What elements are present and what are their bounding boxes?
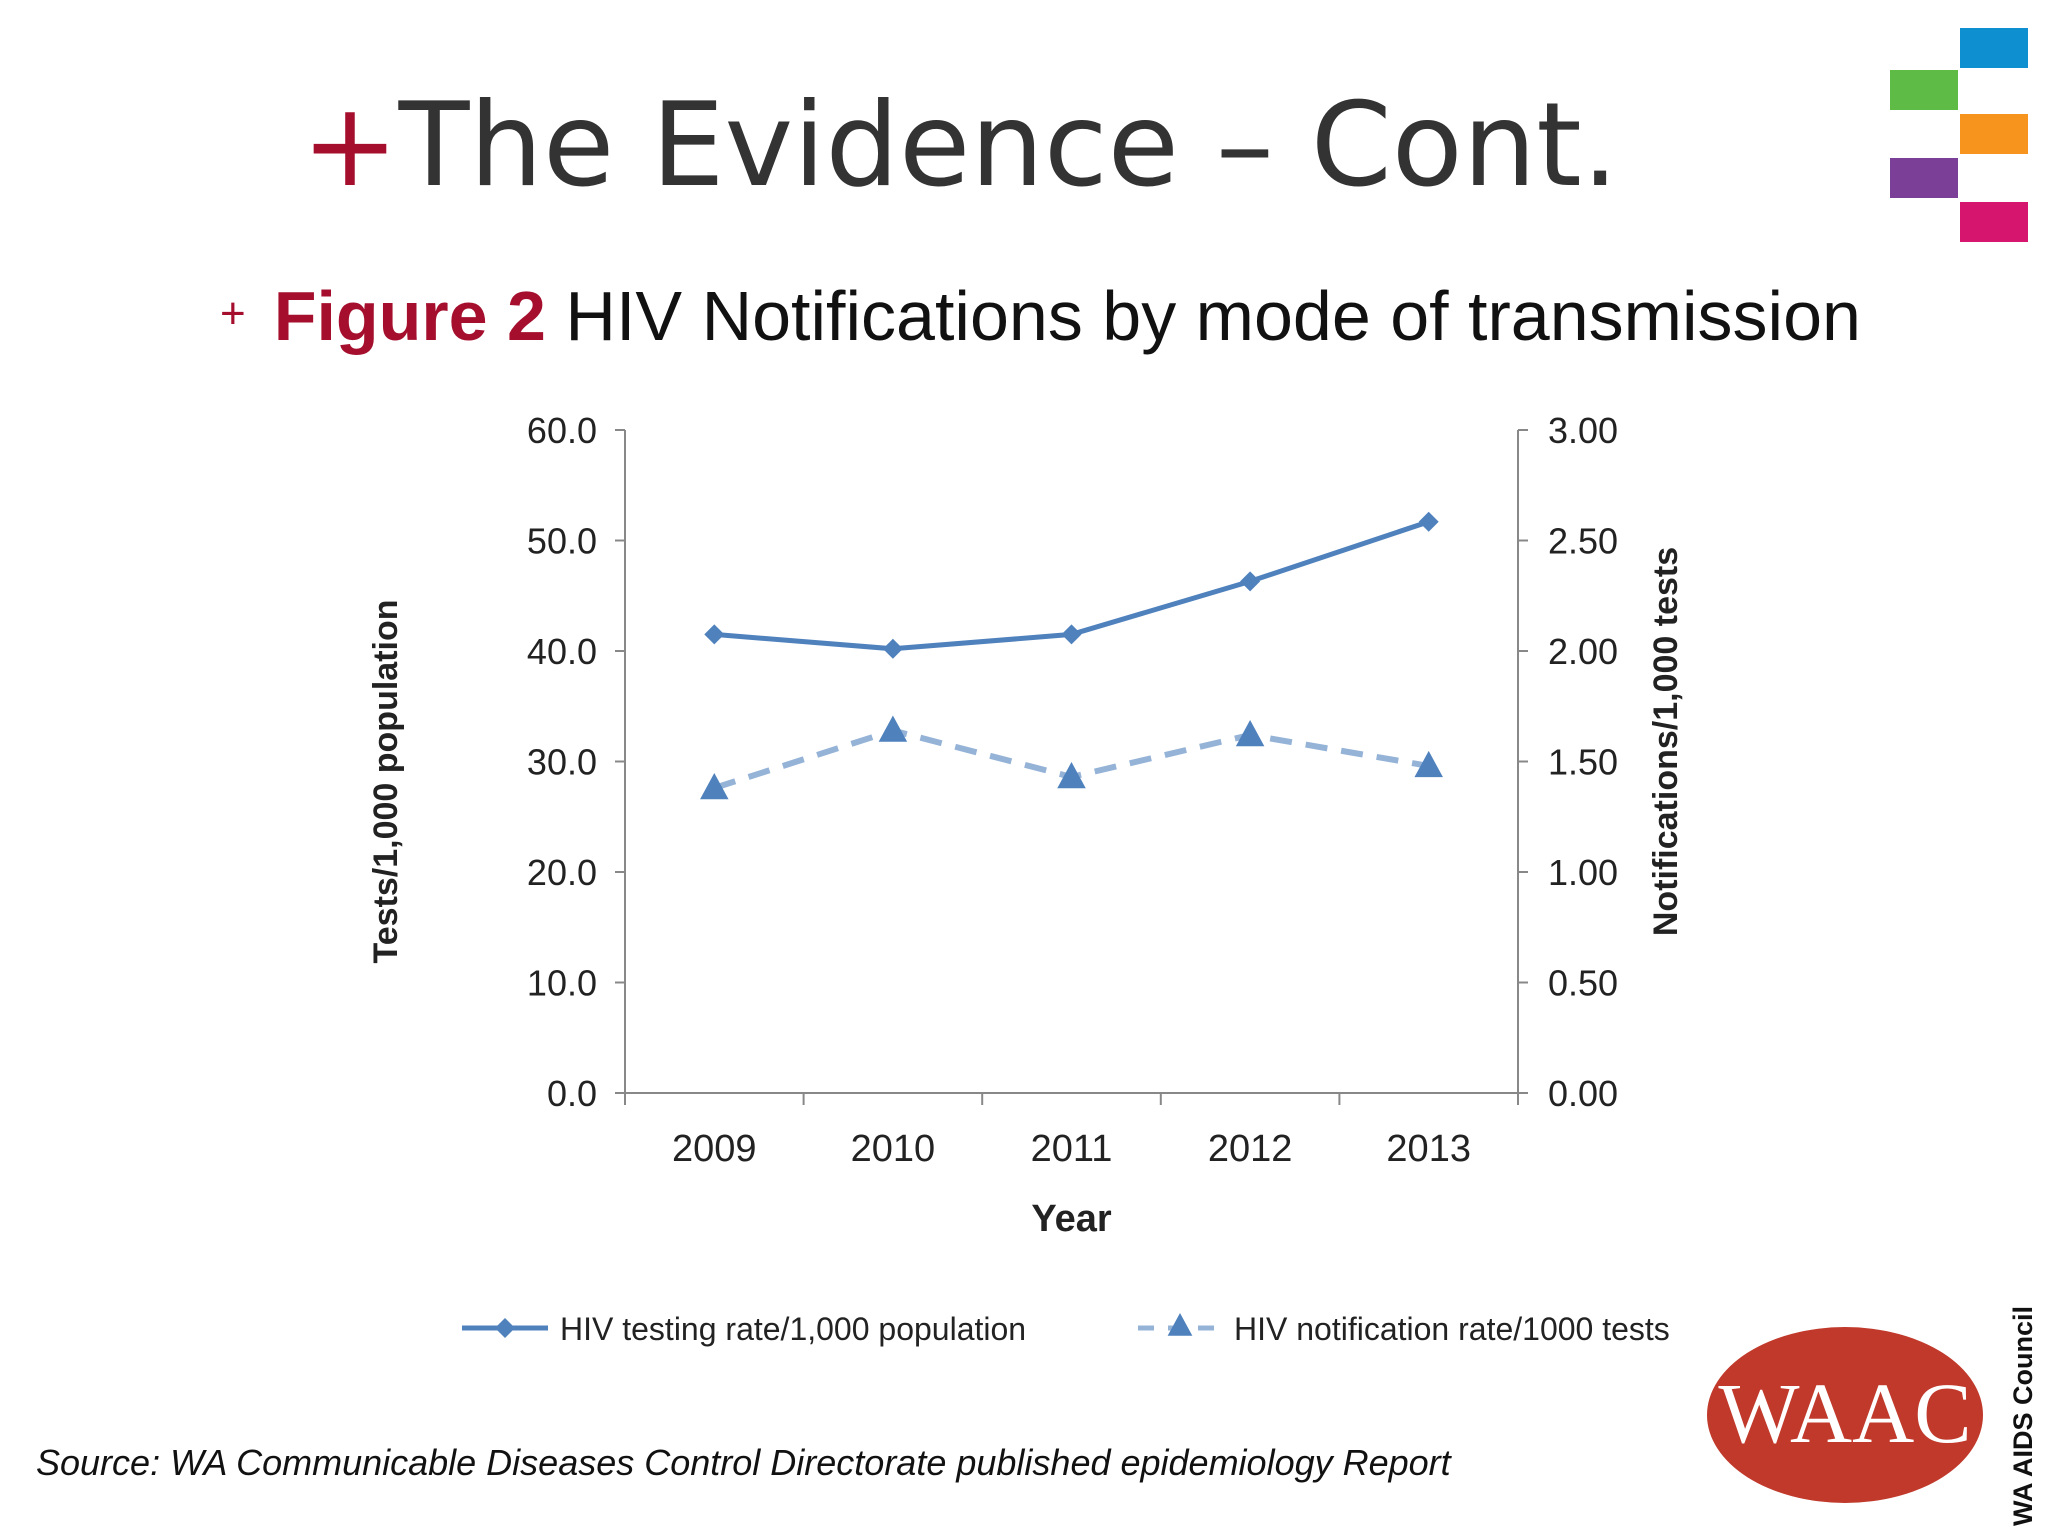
legend-marker-1 bbox=[495, 1318, 515, 1338]
series-2-point bbox=[878, 715, 908, 742]
chart-marks bbox=[700, 511, 1443, 800]
title-plus: + bbox=[301, 78, 399, 213]
series-1-point bbox=[1061, 624, 1082, 645]
waac-logo-text: WAAC bbox=[1718, 1365, 1971, 1461]
hiv-line-chart: 0.0 10.0 20.0 30.0 40.0 50.0 60.0 0.00 0.50 1.00 1… bbox=[367, 410, 1685, 1347]
color-blocks-logo bbox=[1890, 28, 2040, 248]
figure-number: Figure 2 bbox=[273, 277, 546, 355]
x-axis-title: Year bbox=[1031, 1198, 1112, 1240]
series-1-point bbox=[1418, 511, 1439, 532]
right-tick-label: 0.00 bbox=[1548, 1073, 1618, 1114]
waac-logo-ellipse bbox=[1707, 1327, 1983, 1503]
series-2-point bbox=[1414, 750, 1443, 778]
slide-title: +The Evidence – Cont. bbox=[0, 78, 1920, 213]
logo-block-blue bbox=[1960, 28, 2028, 68]
chart-axes: 0.0 10.0 20.0 30.0 40.0 50.0 60.0 0.00 0.50 1.00 1… bbox=[367, 410, 1685, 1240]
caption-bullet: + bbox=[220, 289, 246, 338]
series-2-point bbox=[1235, 719, 1265, 747]
chart-legend: HIV testing rate/1,000 population HIV not… bbox=[462, 1311, 1670, 1347]
x-tick-label: 2012 bbox=[1208, 1128, 1293, 1170]
figure-caption: + Figure 2 HIV Notifications by mode of t… bbox=[220, 276, 1861, 356]
logo-block-orange bbox=[1960, 114, 2028, 154]
left-axis-title: Tests/1,000 population bbox=[367, 599, 405, 963]
left-tick-label: 30.0 bbox=[527, 742, 597, 783]
left-tick-label: 10.0 bbox=[527, 963, 597, 1004]
right-axis-title: Notifications/1,000 tests bbox=[1647, 547, 1685, 936]
x-tick-label: 2010 bbox=[851, 1128, 936, 1170]
left-tick-label: 20.0 bbox=[527, 852, 597, 893]
right-tick-label: 3.00 bbox=[1548, 410, 1618, 451]
series-1-point bbox=[704, 624, 725, 645]
right-tick-label: 1.00 bbox=[1548, 852, 1618, 893]
series-2-point bbox=[700, 773, 729, 800]
series-1-point bbox=[882, 638, 903, 659]
x-tick-label: 2011 bbox=[1031, 1128, 1113, 1170]
left-tick-label: 60.0 bbox=[527, 410, 597, 451]
left-tick-label: 50.0 bbox=[527, 521, 597, 562]
right-tick-label: 2.00 bbox=[1548, 631, 1618, 672]
right-tick-label: 1.50 bbox=[1548, 742, 1618, 783]
waac-logo: WAAC bbox=[1707, 1327, 1983, 1503]
logo-block-pink bbox=[1960, 202, 2028, 242]
series-2-point bbox=[1057, 761, 1086, 789]
source-note: Source: WA Communicable Diseases Control… bbox=[36, 1442, 1451, 1483]
right-tick-label: 2.50 bbox=[1548, 521, 1618, 562]
right-tick-label: 0.50 bbox=[1548, 963, 1618, 1004]
wa-aids-council-mark: WA AIDS Council bbox=[2008, 1306, 2038, 1526]
series-1-point bbox=[1240, 571, 1261, 592]
council-text: WA AIDS Council bbox=[2008, 1306, 2038, 1526]
x-tick-label: 2013 bbox=[1386, 1128, 1471, 1170]
logo-block-green bbox=[1890, 70, 1958, 110]
left-tick-label: 0.0 bbox=[547, 1073, 597, 1114]
logo-block-purple bbox=[1890, 158, 1958, 198]
title-text: The Evidence – Cont. bbox=[398, 78, 1619, 213]
figure-caption-text: HIV Notifications by mode of transmissio… bbox=[545, 277, 1861, 355]
legend-label-2: HIV notification rate/1000 tests bbox=[1234, 1311, 1670, 1347]
legend-marker-2 bbox=[1167, 1313, 1193, 1336]
legend-label-1: HIV testing rate/1,000 population bbox=[560, 1311, 1026, 1347]
x-tick-label: 2009 bbox=[672, 1128, 757, 1170]
left-tick-label: 40.0 bbox=[527, 631, 597, 672]
